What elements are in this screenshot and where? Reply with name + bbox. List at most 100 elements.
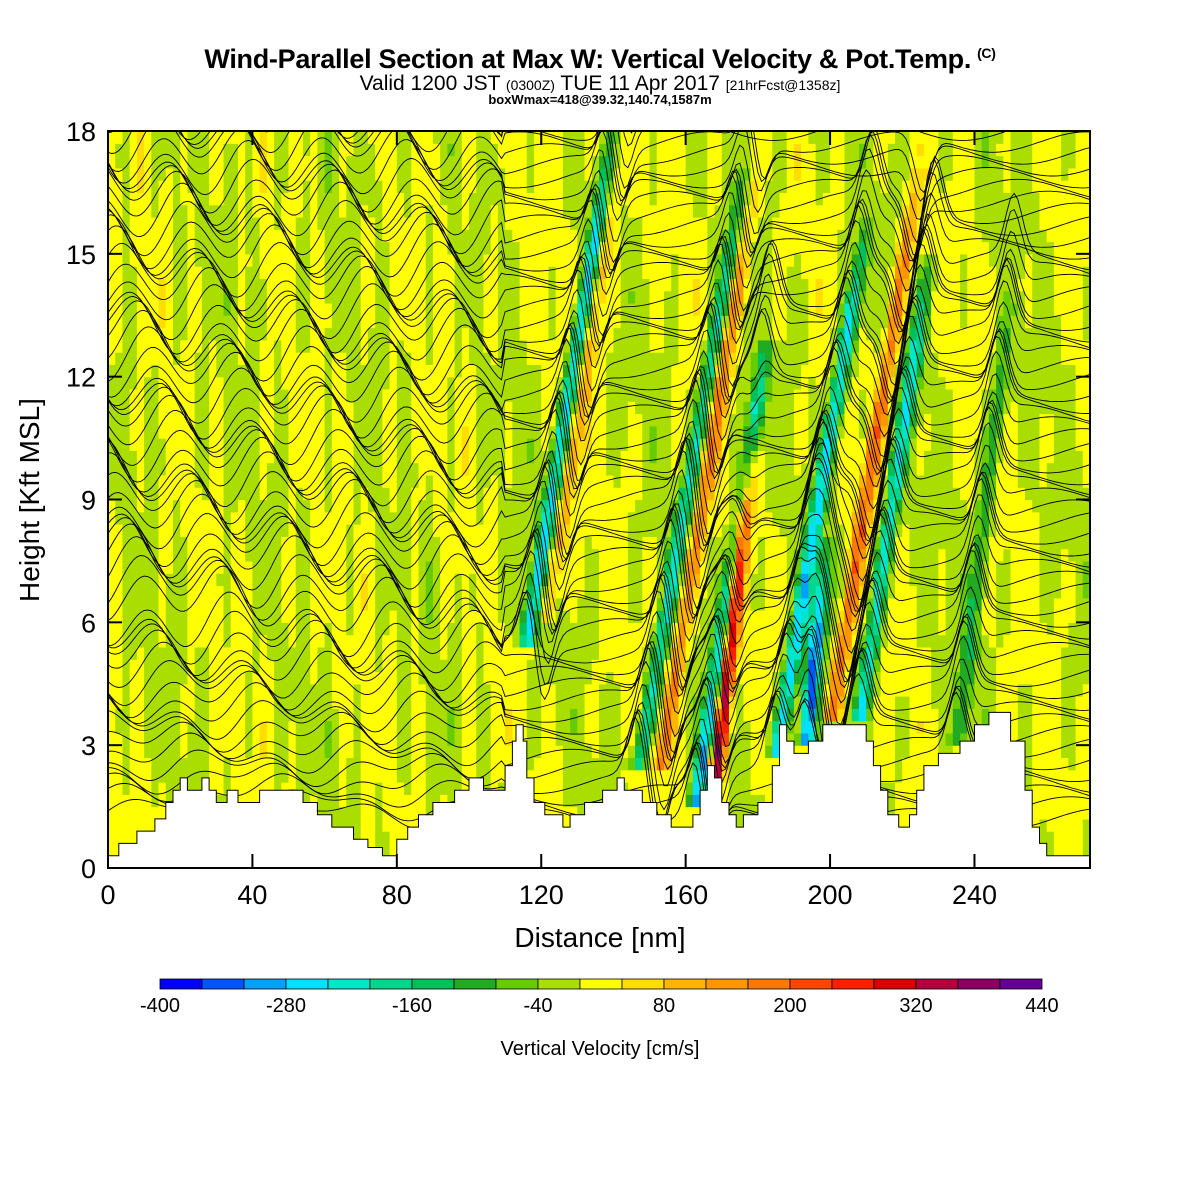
field-cell: [180, 192, 189, 206]
field-cell: [302, 560, 311, 574]
field-cell: [447, 646, 456, 660]
field-cell: [382, 364, 391, 378]
subtitle-forecast: [21hrFcst@1358z]: [725, 77, 841, 93]
field-cell: [454, 683, 463, 697]
field-cell: [201, 216, 210, 230]
field-cell: [129, 266, 138, 279]
field-cell: [490, 216, 499, 230]
field-cell: [339, 376, 347, 390]
field-cell: [187, 401, 196, 415]
field-cell: [584, 511, 593, 525]
field-cell: [172, 216, 181, 230]
field-cell: [411, 131, 420, 144]
field-cell: [555, 167, 564, 181]
field-cell: [165, 560, 174, 574]
field-cell: [259, 511, 268, 525]
field-cell: [425, 757, 434, 771]
field-cell: [216, 352, 225, 365]
field-cell: [115, 720, 124, 734]
field-cell: [606, 720, 615, 734]
field-cell: [310, 671, 318, 685]
field-cell: [577, 438, 586, 451]
field-cell: [519, 671, 528, 685]
field-cell: [180, 487, 189, 501]
field-cell: [461, 573, 470, 587]
field-cell: [505, 524, 513, 537]
field-cell: [512, 204, 521, 218]
field-cell: [541, 425, 550, 439]
field-cell: [512, 180, 521, 194]
field-cell: [411, 573, 420, 587]
field-cell: [201, 622, 210, 636]
field-cell: [562, 548, 571, 562]
field-cell: [230, 511, 239, 525]
field-cell: [454, 266, 463, 279]
field-cell: [317, 401, 326, 415]
field-cell: [562, 622, 571, 636]
field-cell: [440, 610, 448, 623]
field-cell: [245, 757, 254, 771]
field-cell: [606, 769, 615, 783]
field-cell: [692, 560, 701, 574]
field-cell: [331, 806, 340, 820]
field-cell: [230, 708, 239, 722]
field-cell: [454, 167, 463, 181]
field-cell: [144, 352, 152, 365]
field-cell: [266, 266, 275, 279]
field-cell: [396, 180, 405, 194]
field-cell: [382, 204, 391, 218]
field-cell: [570, 413, 578, 427]
field-cell: [649, 339, 658, 353]
field-cell: [461, 388, 470, 402]
field-cell: [678, 229, 687, 243]
field-cell: [469, 585, 477, 599]
field-cell: [541, 241, 550, 255]
field-cell: [635, 425, 643, 439]
field-cell: [331, 425, 340, 439]
field-cell: [281, 352, 290, 365]
field-cell: [389, 450, 398, 464]
field-cell: [180, 302, 189, 316]
field-cell: [108, 290, 116, 304]
field-cell: [685, 646, 694, 660]
field-cell: [461, 696, 470, 709]
field-cell: [324, 671, 333, 685]
field-cell: [404, 659, 412, 673]
field-cell: [613, 671, 622, 685]
field-cell: [627, 474, 636, 488]
field-cell: [613, 487, 622, 501]
field-cell: [512, 450, 521, 464]
field-cell: [519, 167, 528, 181]
field-cell: [360, 155, 369, 169]
field-cell: [115, 204, 124, 218]
field-cell: [180, 155, 189, 169]
field-cell: [577, 401, 586, 415]
field-cell: [302, 278, 311, 292]
field-cell: [526, 462, 535, 476]
field-cell: [151, 806, 160, 820]
field-cell: [201, 425, 210, 439]
field-cell: [526, 413, 535, 427]
field-cell: [165, 425, 174, 439]
field-cell: [259, 376, 268, 390]
field-cell: [606, 634, 615, 648]
field-cell: [288, 524, 297, 537]
field-cell: [512, 339, 521, 353]
field-cell: [310, 229, 318, 243]
field-cell: [599, 622, 607, 636]
field-cell: [151, 450, 160, 464]
field-cell: [685, 474, 694, 488]
field-cell: [367, 241, 376, 255]
field-cell: [295, 143, 304, 157]
field-cell: [302, 487, 311, 501]
field-cell: [476, 720, 485, 734]
field-cell: [144, 180, 152, 194]
field-cell: [136, 732, 145, 746]
field-cell: [302, 769, 311, 783]
field-cell: [440, 216, 448, 230]
field-cell: [584, 683, 593, 697]
field-cell: [382, 524, 391, 537]
field-cell: [259, 536, 268, 550]
field-cell: [570, 659, 578, 673]
field-cell: [599, 131, 607, 144]
